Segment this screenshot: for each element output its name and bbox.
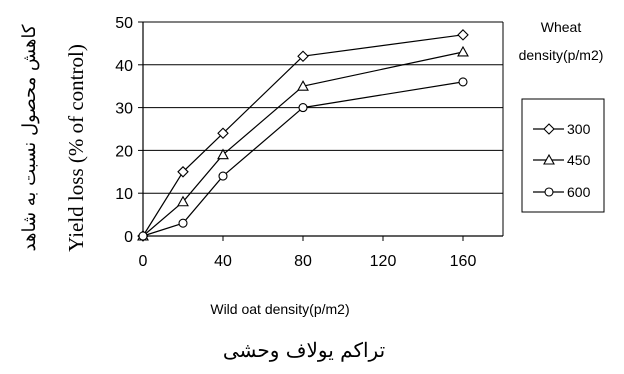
point-450-160 <box>457 45 469 57</box>
x-tick-labels: 0 40 80 120 160 <box>139 253 477 270</box>
legend-items: 300 450 600 <box>533 121 591 200</box>
legend-item-600: 600 <box>533 184 591 200</box>
y-axis-label-persian: کاهش محصول نسبت به شاهد <box>19 24 40 251</box>
series-600 <box>138 77 468 241</box>
point-450-20 <box>177 195 189 207</box>
legend-title-line2: density(p/m2) <box>519 47 604 63</box>
point-450-80 <box>297 80 309 91</box>
y-tick-label-40: 40 <box>115 58 133 75</box>
y-tick-label-30: 30 <box>115 101 133 118</box>
point-600-20 <box>178 218 188 228</box>
y-tick-label-20: 20 <box>115 143 133 160</box>
point-450-40 <box>217 148 229 160</box>
point-600-160 <box>458 77 468 87</box>
legend-label-450: 450 <box>567 152 591 168</box>
axes <box>138 21 503 241</box>
x-axis-label-persian: تراکم یولاف وحشی <box>223 338 385 362</box>
legend-item-450: 450 <box>533 152 591 168</box>
x-tick-label-40: 40 <box>214 253 232 270</box>
point-300-20 <box>177 166 189 178</box>
x-tick-label-80: 80 <box>294 253 312 270</box>
legend-marker-600 <box>544 187 554 197</box>
point-600-40 <box>218 171 228 181</box>
legend-label-300: 300 <box>567 121 591 137</box>
y-tick-label-10: 10 <box>115 186 133 203</box>
series-line-450 <box>142 51 464 237</box>
point-300-40 <box>217 127 229 140</box>
point-300-160 <box>457 29 469 41</box>
legend-marker-300 <box>543 123 555 135</box>
legend-item-300: 300 <box>533 121 591 137</box>
point-300-80 <box>297 50 309 63</box>
x-tick-label-120: 120 <box>370 253 397 270</box>
y-tick-label-0: 0 <box>124 229 133 246</box>
point-600-0 <box>138 231 148 241</box>
x-tick-label-0: 0 <box>139 253 148 270</box>
series-lines <box>137 29 469 242</box>
x-axis-label: Wild oat density(p/m2) <box>210 301 349 317</box>
y-tick-label-50: 50 <box>115 15 133 32</box>
legend-marker-450 <box>543 153 555 165</box>
legend-title-line1: Wheat <box>541 19 582 35</box>
y-tick-labels: 0 10 20 30 40 50 <box>115 15 133 246</box>
y-axis-label: Yield loss (% of control) <box>64 44 88 252</box>
point-600-80 <box>298 103 308 113</box>
series-450 <box>137 45 469 241</box>
legend-label-600: 600 <box>567 184 591 200</box>
grid-lines <box>143 21 504 236</box>
x-tick-label-160: 160 <box>450 253 477 270</box>
legend-box <box>521 98 605 213</box>
